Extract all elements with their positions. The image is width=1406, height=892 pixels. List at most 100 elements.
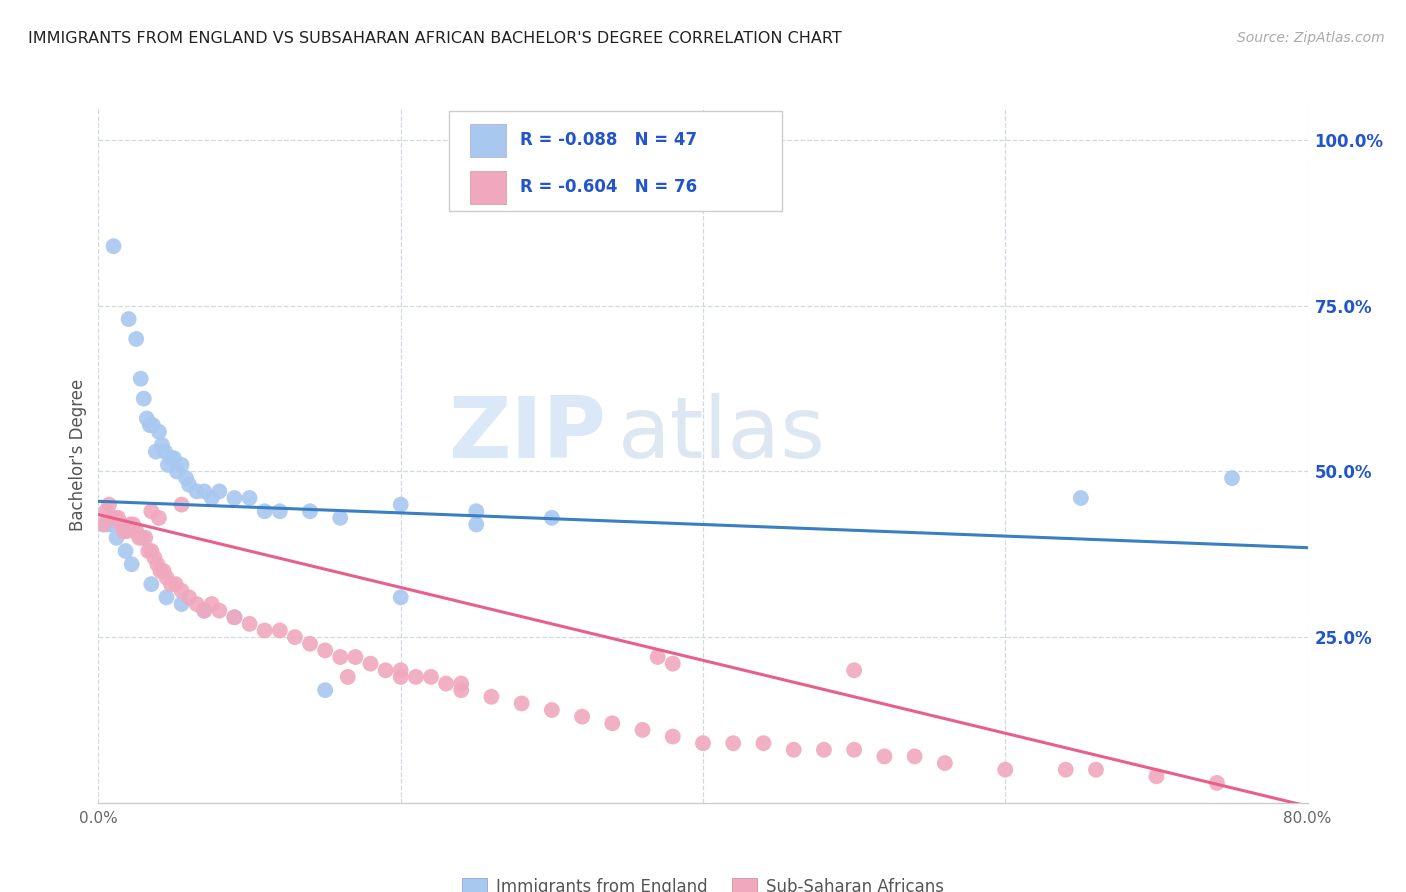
FancyBboxPatch shape (449, 111, 782, 211)
Point (314, 643, 336, 657)
Point (1220, 471, 1243, 485)
Point (540, 703, 562, 717)
Point (239, 491, 262, 505)
Point (170, 458, 193, 472)
Point (420, 670, 443, 684)
Text: Source: ZipAtlas.com: Source: ZipAtlas.com (1237, 31, 1385, 45)
Point (450, 676, 472, 690)
Point (94, 517, 117, 532)
Point (148, 511, 170, 525)
Point (239, 616, 262, 631)
Point (100, 517, 122, 532)
Point (934, 756, 956, 770)
Point (160, 451, 183, 466)
Point (329, 650, 352, 665)
Point (389, 498, 412, 512)
Point (631, 723, 654, 737)
Point (253, 624, 276, 638)
Point (284, 630, 307, 644)
Point (186, 484, 208, 499)
Point (299, 637, 322, 651)
Point (434, 676, 457, 690)
Point (389, 591, 412, 605)
Point (146, 558, 169, 572)
Point (844, 663, 866, 677)
Point (602, 716, 624, 731)
Point (115, 524, 138, 538)
Point (166, 465, 188, 479)
Point (360, 657, 382, 671)
Point (662, 657, 685, 671)
Point (405, 670, 427, 684)
Point (224, 610, 246, 624)
Point (844, 743, 866, 757)
Text: R = -0.604   N = 76: R = -0.604 N = 76 (520, 178, 697, 196)
Point (510, 697, 533, 711)
Point (104, 511, 127, 525)
Text: IMMIGRANTS FROM ENGLAND VS SUBSAHARAN AFRICAN BACHELOR'S DEGREE CORRELATION CHAR: IMMIGRANTS FROM ENGLAND VS SUBSAHARAN AF… (28, 31, 842, 46)
Point (136, 544, 159, 558)
Point (170, 498, 193, 512)
Point (465, 504, 488, 518)
Point (143, 550, 166, 565)
Point (224, 491, 246, 505)
Point (208, 484, 231, 499)
Point (101, 511, 124, 525)
Point (160, 577, 183, 591)
Point (193, 484, 215, 499)
Point (344, 650, 367, 665)
Point (165, 577, 187, 591)
Point (994, 763, 1017, 777)
Point (647, 650, 669, 665)
Point (1085, 763, 1108, 777)
Point (481, 690, 503, 704)
Point (94, 504, 117, 518)
Point (120, 517, 142, 532)
Point (98, 498, 121, 512)
Point (142, 418, 165, 433)
Point (201, 597, 224, 611)
Point (540, 511, 562, 525)
Point (723, 736, 745, 750)
Point (783, 743, 806, 757)
Bar (470, 170, 506, 204)
Point (105, 531, 128, 545)
Point (125, 332, 148, 346)
Text: R = -0.088   N = 47: R = -0.088 N = 47 (520, 131, 697, 149)
Point (329, 511, 352, 525)
Point (112, 524, 135, 538)
Point (155, 570, 177, 584)
Point (374, 663, 396, 677)
Text: ZIP: ZIP (449, 392, 606, 475)
Point (135, 411, 157, 425)
Point (873, 749, 896, 764)
Point (141, 544, 163, 558)
Point (465, 517, 488, 532)
Point (134, 531, 156, 545)
Point (152, 564, 174, 578)
Legend: Immigrants from England, Sub-Saharan Africans: Immigrants from England, Sub-Saharan Afr… (456, 871, 950, 892)
Point (132, 392, 155, 406)
Point (148, 425, 170, 439)
Point (224, 610, 246, 624)
Point (179, 591, 201, 605)
Point (186, 597, 208, 611)
Point (139, 418, 162, 433)
Point (813, 743, 835, 757)
Point (141, 504, 163, 518)
Text: atlas: atlas (619, 392, 827, 475)
Point (107, 511, 129, 525)
Point (122, 517, 145, 532)
Point (125, 524, 148, 538)
Point (103, 239, 125, 253)
Bar (470, 124, 506, 157)
Point (91, 517, 114, 532)
Point (128, 531, 150, 545)
Point (131, 531, 153, 545)
Point (129, 372, 152, 386)
Point (1144, 769, 1167, 783)
Point (156, 458, 179, 472)
Point (170, 583, 193, 598)
Point (253, 504, 276, 518)
Point (110, 517, 132, 532)
